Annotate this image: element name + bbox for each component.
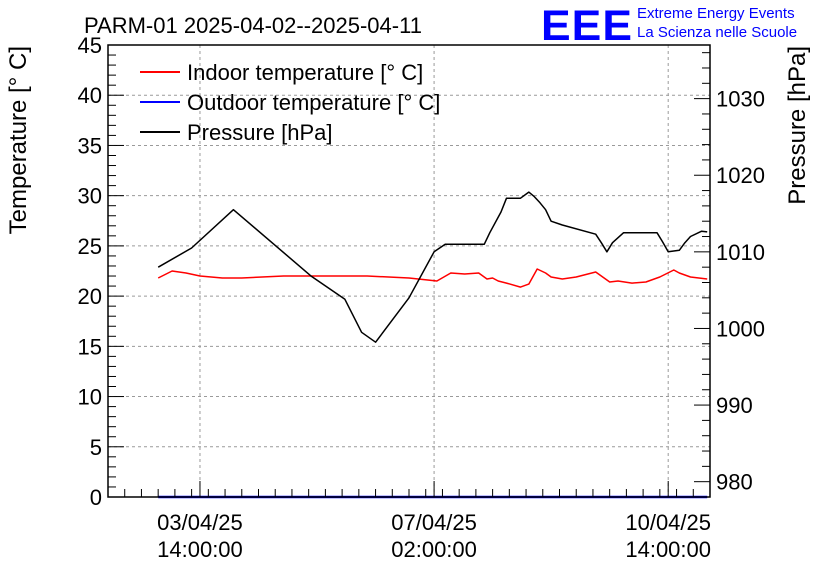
y2-tick-label: 1010 bbox=[716, 240, 765, 265]
y-tick-label: 15 bbox=[78, 334, 102, 359]
grid bbox=[108, 45, 710, 497]
x-axis: 03/04/2514:00:0007/04/2502:00:0010/04/25… bbox=[107, 481, 711, 562]
y-tick-label: 0 bbox=[90, 485, 102, 510]
series-line-0 bbox=[157, 268, 708, 288]
right-axis: 980 990 1000 1010 1020 1030 bbox=[694, 52, 765, 498]
y-tick-label: 25 bbox=[78, 234, 102, 259]
legend-label-pressure: Pressure [hPa] bbox=[187, 120, 333, 145]
x-tick-label-date: 03/04/25 bbox=[157, 510, 243, 535]
legend-label-indoor: Indoor temperature [° C] bbox=[187, 60, 423, 85]
y2-tick-label: 1000 bbox=[716, 316, 765, 341]
y-axis-label: Temperature [° C] bbox=[5, 46, 32, 234]
left-axis: 0 5 10 15 20 25 30 35 40 45 bbox=[78, 33, 124, 510]
y2-tick-label: 990 bbox=[716, 393, 753, 418]
y-tick-label: 30 bbox=[78, 184, 102, 209]
y-tick-label: 20 bbox=[78, 284, 102, 309]
x-tick-label-time: 02:00:00 bbox=[391, 537, 477, 562]
y2-axis-label: Pressure [hPa] bbox=[784, 46, 811, 205]
series bbox=[157, 191, 708, 499]
legend-label-outdoor: Outdoor temperature [° C] bbox=[187, 90, 440, 115]
x-tick-label-time: 14:00:00 bbox=[625, 537, 711, 562]
y2-tick-label: 980 bbox=[716, 470, 753, 495]
x-tick-label-date: 07/04/25 bbox=[391, 510, 477, 535]
legend: Indoor temperature [° C] Outdoor tempera… bbox=[140, 60, 440, 145]
logo-line1: Extreme Energy Events bbox=[637, 5, 795, 22]
y-tick-label: 10 bbox=[78, 385, 102, 410]
x-tick-label-time: 14:00:00 bbox=[157, 537, 243, 562]
logo-mark: EEE bbox=[541, 2, 633, 50]
chart-title: PARM-01 2025-04-02--2025-04-11 bbox=[84, 13, 422, 38]
y2-tick-label: 1030 bbox=[716, 87, 765, 112]
series-line-2 bbox=[157, 191, 708, 343]
x-tick-label-date: 10/04/25 bbox=[625, 510, 711, 535]
y-tick-label: 45 bbox=[78, 33, 102, 58]
logo-text: Extreme Energy Events La Scienza nelle S… bbox=[637, 4, 797, 42]
y-tick-label: 35 bbox=[78, 133, 102, 158]
y2-tick-label: 1020 bbox=[716, 163, 765, 188]
logo-line2: La Scienza nelle Scuole bbox=[637, 24, 798, 41]
y-tick-label: 5 bbox=[90, 435, 102, 460]
y-tick-label: 40 bbox=[78, 83, 102, 108]
